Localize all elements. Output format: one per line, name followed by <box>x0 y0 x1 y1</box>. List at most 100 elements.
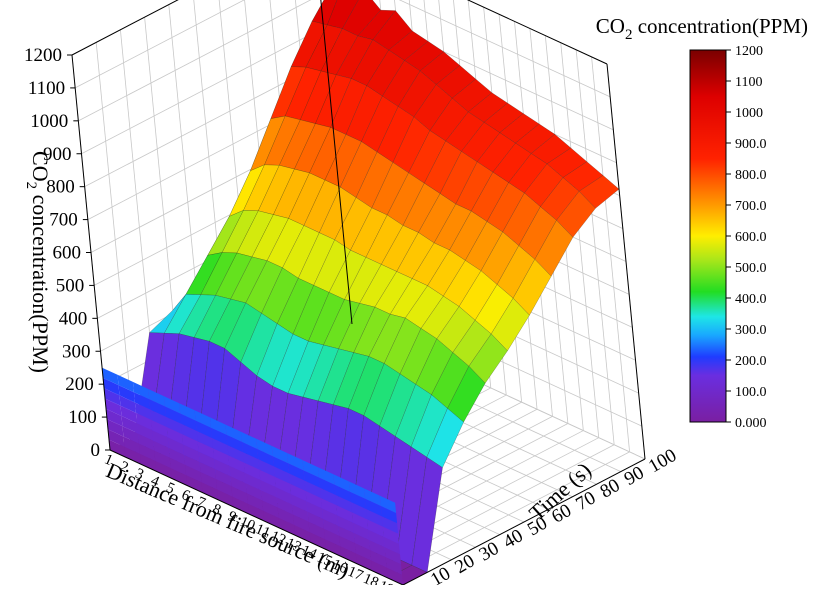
grid-line <box>591 56 630 452</box>
front-face-band <box>241 441 259 460</box>
front-face-band <box>181 423 198 442</box>
front-face-band <box>366 509 383 527</box>
front-face-band <box>365 498 382 517</box>
front-face-band <box>257 449 274 467</box>
front-face-band <box>212 438 229 456</box>
y-axis-line <box>402 458 646 586</box>
z-tick-label: 200 <box>65 374 94 395</box>
front-face-band <box>271 445 289 464</box>
y-tick-label: 20 <box>451 550 478 578</box>
front-face-band <box>261 490 278 508</box>
front-face-band <box>353 532 371 551</box>
x-tick-label: 13 <box>284 535 304 556</box>
front-face-band <box>109 439 126 458</box>
z-tick-label: 1200 <box>24 45 62 66</box>
front-face-band <box>122 426 139 444</box>
top-back-edge <box>466 0 608 65</box>
grid-line <box>560 42 600 438</box>
front-face-band <box>167 437 185 455</box>
colorbar-tick-label: 600.0 <box>735 230 767 245</box>
z-tick-label: 100 <box>68 407 97 428</box>
front-face-band <box>213 448 230 466</box>
z-tick-label: 700 <box>49 210 78 231</box>
front-face-band <box>379 495 397 513</box>
front-face-band <box>308 521 325 540</box>
front-face-band <box>137 433 155 451</box>
front-face-band <box>273 466 291 484</box>
colorbar-tick-label: 500.0 <box>735 261 767 276</box>
front-face-band <box>154 450 171 469</box>
front-face-band <box>318 467 335 485</box>
front-face-band <box>275 487 293 505</box>
front-face-band <box>350 502 368 520</box>
front-face-band <box>183 444 200 462</box>
front-face-band <box>196 430 213 449</box>
front-face-band <box>138 443 156 461</box>
front-face-band <box>104 388 121 406</box>
front-face-band <box>303 470 320 488</box>
grid-line <box>575 49 615 445</box>
front-face-band <box>370 550 387 568</box>
front-face-band <box>230 476 247 494</box>
front-face-band <box>107 419 124 437</box>
front-face-band <box>243 462 261 480</box>
front-face-band <box>319 477 336 495</box>
front-face-band <box>263 510 280 529</box>
x-tick-label: 17 <box>345 564 366 585</box>
front-face-band <box>321 508 339 526</box>
front-face-band <box>323 528 341 547</box>
y-tick-label: 100 <box>645 445 680 477</box>
front-face-band <box>132 381 150 400</box>
front-face-band <box>306 501 323 519</box>
colorbar-tick-label: 800.0 <box>735 168 767 183</box>
back-left-edge <box>320 0 353 325</box>
front-face-band <box>309 532 326 550</box>
front-face-band <box>277 507 295 525</box>
front-face-band <box>182 434 199 452</box>
front-face-band <box>105 398 122 416</box>
front-face-band <box>348 481 366 499</box>
colorbar-tick-label: 1200 <box>735 44 763 59</box>
front-face-band <box>133 392 151 410</box>
colorbar-tick-label: 300.0 <box>735 323 767 338</box>
y-tick-label: 80 <box>597 475 624 503</box>
front-face-band <box>382 526 399 544</box>
front-face-band <box>291 494 308 512</box>
front-face-band <box>232 496 249 514</box>
y-tick-label: 40 <box>500 525 527 553</box>
front-face-band <box>302 460 319 478</box>
front-face-band <box>354 543 372 561</box>
front-face-band <box>259 469 276 487</box>
z-tick-label: 1000 <box>30 111 68 132</box>
z-tick-label: 800 <box>46 177 75 198</box>
front-face-band <box>120 405 137 424</box>
front-face-band <box>369 539 386 558</box>
colorbar-tick-label: 1000 <box>735 106 763 121</box>
colorbar: CO2 concentration(PPM) 0.000 100.0 200.0 30… <box>596 14 808 431</box>
front-face-band <box>385 557 402 575</box>
front-face-band <box>290 483 307 502</box>
front-face-band <box>150 409 167 427</box>
front-face-band <box>384 547 401 565</box>
front-face-band <box>294 525 311 543</box>
front-face-band <box>134 402 152 420</box>
surface-layer <box>102 0 620 585</box>
front-face-band <box>305 490 322 509</box>
front-face-band <box>201 482 218 500</box>
grid-line <box>74 0 245 89</box>
front-face-band <box>215 468 232 487</box>
front-face-band <box>119 395 136 413</box>
front-face-band <box>278 517 296 536</box>
front-face-band <box>117 374 134 393</box>
front-face-band <box>121 416 138 434</box>
y-tick-label: 90 <box>621 462 648 490</box>
front-face-band <box>228 455 245 473</box>
colorbar-tick-label: 700.0 <box>735 199 767 214</box>
z-axis-title: CO2 concentration(PPM) <box>23 151 53 373</box>
z-tick-label: 300 <box>62 341 91 362</box>
front-face-band <box>367 519 384 537</box>
front-face-band <box>231 486 248 504</box>
front-face-band <box>293 514 310 533</box>
x-axis-line <box>109 449 404 586</box>
